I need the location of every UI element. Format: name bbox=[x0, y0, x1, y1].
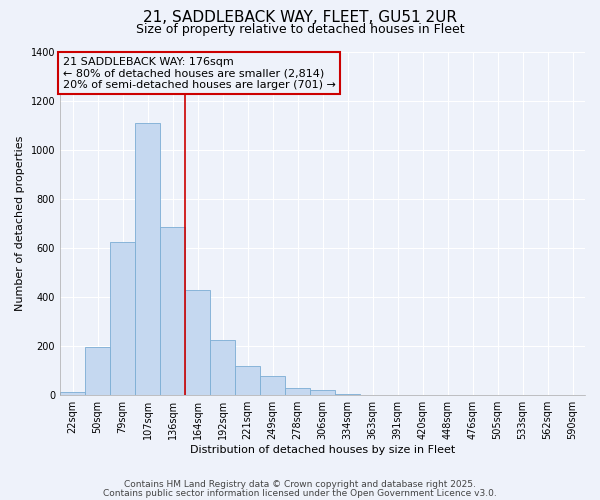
Bar bbox=[85, 348, 110, 395]
Bar bbox=[310, 390, 335, 395]
Y-axis label: Number of detached properties: Number of detached properties bbox=[15, 136, 25, 311]
Text: 21 SADDLEBACK WAY: 176sqm
← 80% of detached houses are smaller (2,814)
20% of se: 21 SADDLEBACK WAY: 176sqm ← 80% of detac… bbox=[62, 56, 335, 90]
X-axis label: Distribution of detached houses by size in Fleet: Distribution of detached houses by size … bbox=[190, 445, 455, 455]
Text: Contains HM Land Registry data © Crown copyright and database right 2025.: Contains HM Land Registry data © Crown c… bbox=[124, 480, 476, 489]
Bar bbox=[235, 366, 260, 395]
Bar bbox=[135, 122, 160, 395]
Bar bbox=[110, 242, 135, 395]
Bar bbox=[160, 227, 185, 395]
Bar bbox=[185, 290, 210, 395]
Text: 21, SADDLEBACK WAY, FLEET, GU51 2UR: 21, SADDLEBACK WAY, FLEET, GU51 2UR bbox=[143, 10, 457, 25]
Text: Size of property relative to detached houses in Fleet: Size of property relative to detached ho… bbox=[136, 22, 464, 36]
Bar bbox=[285, 388, 310, 395]
Bar bbox=[335, 394, 360, 395]
Bar bbox=[60, 392, 85, 395]
Bar bbox=[210, 340, 235, 395]
Bar bbox=[260, 376, 285, 395]
Text: Contains public sector information licensed under the Open Government Licence v3: Contains public sector information licen… bbox=[103, 488, 497, 498]
